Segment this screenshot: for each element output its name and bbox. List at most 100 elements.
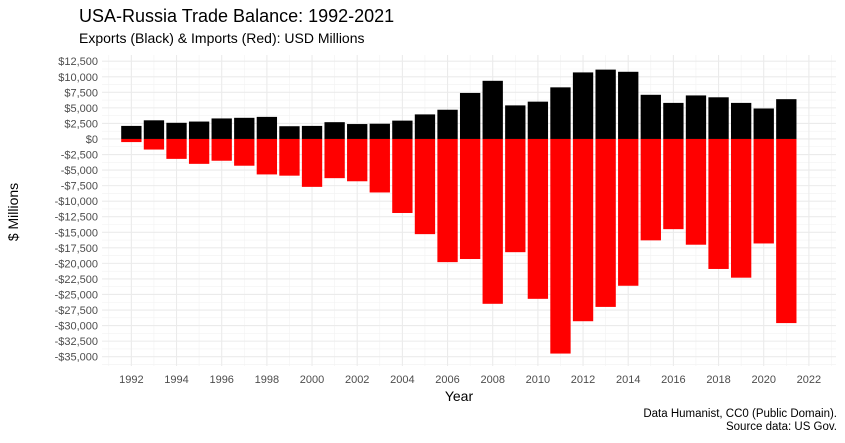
import-bar-1999 bbox=[279, 138, 300, 176]
export-bar-2011 bbox=[550, 87, 571, 139]
export-bar-2010 bbox=[527, 101, 549, 139]
export-bar-2008 bbox=[482, 80, 503, 139]
import-bar-2018 bbox=[708, 138, 729, 269]
import-bar-1995 bbox=[188, 138, 210, 164]
chart-title: USA-Russia Trade Balance: 1992-2021 bbox=[79, 6, 395, 26]
export-bar-2000 bbox=[301, 125, 323, 139]
y-axis-title: $ Millions bbox=[5, 183, 21, 241]
export-bar-2021 bbox=[776, 99, 797, 139]
import-bar-2007 bbox=[459, 138, 481, 260]
import-bar-2005 bbox=[414, 138, 436, 235]
x-tick-label: 2016 bbox=[661, 374, 685, 386]
import-bar-2006 bbox=[437, 138, 458, 263]
y-tick-label: -$7,500 bbox=[61, 181, 98, 193]
y-tick-label: $10,000 bbox=[58, 72, 98, 84]
import-bar-1996 bbox=[211, 138, 232, 161]
export-bar-2020 bbox=[753, 108, 774, 139]
y-tick-label: $5,000 bbox=[64, 103, 98, 115]
export-bar-2017 bbox=[685, 95, 707, 139]
import-bar-2021 bbox=[776, 138, 797, 324]
bars bbox=[121, 69, 797, 354]
y-tick-label: -$20,000 bbox=[55, 258, 98, 270]
export-bar-2016 bbox=[663, 102, 684, 139]
export-bar-2006 bbox=[437, 109, 458, 139]
import-bar-2011 bbox=[550, 138, 571, 354]
import-bar-2004 bbox=[392, 138, 413, 213]
import-bar-2002 bbox=[347, 138, 368, 182]
x-tick-label: 1994 bbox=[164, 374, 188, 386]
import-bar-2014 bbox=[618, 138, 639, 286]
caption-credit: Data Humanist, CC0 (Public Domain). bbox=[643, 408, 837, 420]
y-tick-label: $7,500 bbox=[64, 87, 98, 99]
export-bar-2007 bbox=[459, 92, 481, 139]
import-bar-1993 bbox=[143, 138, 165, 150]
export-bar-2019 bbox=[730, 102, 752, 139]
import-bar-2010 bbox=[527, 138, 549, 299]
y-tick-label: -$17,500 bbox=[55, 243, 98, 255]
export-bar-2001 bbox=[324, 122, 345, 139]
export-bar-1997 bbox=[234, 117, 255, 139]
x-tick-label: 2020 bbox=[751, 374, 775, 386]
import-bar-2013 bbox=[595, 138, 616, 307]
export-bar-2002 bbox=[347, 124, 368, 139]
export-bar-2013 bbox=[595, 69, 616, 139]
import-bar-2012 bbox=[572, 138, 594, 322]
export-bar-2003 bbox=[369, 123, 390, 139]
import-bar-2003 bbox=[369, 138, 390, 193]
import-bar-2001 bbox=[324, 138, 345, 179]
y-tick-label: -$25,000 bbox=[55, 289, 98, 301]
y-tick-label: -$15,000 bbox=[55, 227, 98, 239]
y-tick-label: -$27,500 bbox=[55, 305, 98, 317]
export-bar-1994 bbox=[166, 122, 187, 139]
x-tick-label: 2014 bbox=[616, 374, 640, 386]
x-tick-label: 2012 bbox=[571, 374, 595, 386]
export-bar-1998 bbox=[256, 116, 278, 139]
export-bar-1996 bbox=[211, 118, 232, 139]
x-tick-label: 2018 bbox=[706, 374, 730, 386]
import-bar-2009 bbox=[505, 138, 526, 253]
import-bar-1997 bbox=[234, 138, 255, 166]
y-tick-label: -$5,000 bbox=[61, 165, 98, 177]
caption-source: Source data: US Gov. bbox=[725, 421, 837, 433]
x-tick-label: 2008 bbox=[480, 374, 504, 386]
import-bar-2000 bbox=[301, 138, 323, 187]
y-tick-label: -$22,500 bbox=[55, 274, 98, 286]
y-tick-label: -$2,500 bbox=[61, 150, 98, 162]
x-tick-label: 2002 bbox=[345, 374, 369, 386]
export-bar-2012 bbox=[572, 72, 594, 139]
y-tick-label: -$32,500 bbox=[55, 336, 98, 348]
export-bar-2004 bbox=[392, 120, 413, 139]
y-tick-label: $0 bbox=[86, 134, 98, 146]
export-bar-2018 bbox=[708, 97, 729, 139]
x-tick-label: 2010 bbox=[526, 374, 550, 386]
import-bar-1998 bbox=[256, 138, 278, 175]
y-tick-label: -$30,000 bbox=[55, 321, 98, 333]
import-bar-2008 bbox=[482, 138, 503, 304]
import-bar-2015 bbox=[640, 138, 661, 241]
chart-caption: Data Humanist, CC0 (Public Domain). Sour… bbox=[643, 408, 837, 434]
y-tick-label: $12,500 bbox=[58, 56, 98, 68]
import-bar-2017 bbox=[685, 138, 707, 245]
export-bar-1995 bbox=[188, 121, 210, 139]
x-tick-label: 2000 bbox=[300, 374, 324, 386]
import-bar-1994 bbox=[166, 138, 187, 159]
x-tick-label: 1992 bbox=[119, 374, 143, 386]
import-bar-2016 bbox=[663, 138, 684, 230]
x-tick-label: 2022 bbox=[797, 374, 821, 386]
import-bar-1992 bbox=[121, 138, 142, 143]
export-bar-2009 bbox=[505, 105, 526, 139]
y-tick-label: -$12,500 bbox=[55, 212, 98, 224]
x-axis-title: Year bbox=[445, 388, 474, 404]
y-tick-label: -$10,000 bbox=[55, 196, 98, 208]
y-tick-label: $2,500 bbox=[64, 118, 98, 130]
export-bar-1992 bbox=[121, 125, 142, 139]
x-tick-label: 1996 bbox=[209, 374, 233, 386]
x-tick-label: 2004 bbox=[390, 374, 414, 386]
export-bar-2014 bbox=[618, 71, 639, 139]
export-bar-1993 bbox=[143, 120, 165, 139]
export-bar-1999 bbox=[279, 126, 300, 139]
export-bar-2005 bbox=[414, 114, 436, 139]
x-tick-label: 1998 bbox=[255, 374, 279, 386]
y-axis-tick-labels: $12,500 $10,000 $7,500 $5,000 $2,500 $0 -$2,50… bbox=[55, 56, 98, 363]
